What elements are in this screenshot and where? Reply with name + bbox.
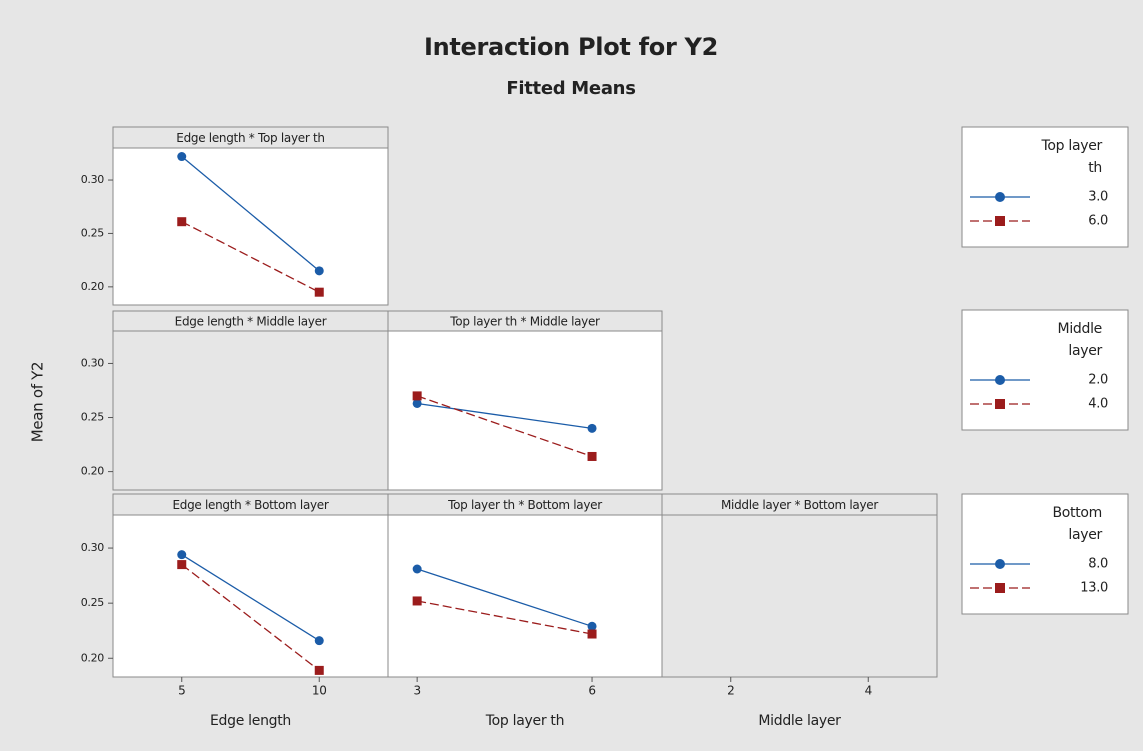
x-axis-label: Middle layer — [758, 713, 841, 729]
y-tick-label: 0.25 — [81, 596, 105, 609]
panel-area — [112, 330, 389, 491]
legend-title-box: Bottom layer — [1052, 505, 1102, 543]
series-line — [416, 395, 593, 458]
y-tick-label: 0.30 — [81, 356, 105, 369]
legend-marker — [995, 375, 1005, 385]
legend-label: 2.0 — [1088, 373, 1108, 388]
x-tick-label: 4 — [865, 684, 872, 698]
panel-area — [112, 147, 389, 306]
chart-title: Interaction Plot for Y2 — [424, 33, 718, 61]
point — [177, 152, 187, 162]
point — [412, 398, 422, 408]
point — [587, 621, 597, 631]
y-tick-label: 0.30 — [81, 541, 105, 554]
legend-label: 6.0 — [1088, 214, 1108, 229]
legend-title: Middle layer — [1057, 321, 1103, 359]
legend-marker — [995, 216, 1005, 226]
series-line — [181, 554, 320, 642]
series-line — [417, 402, 593, 429]
panel-title: Edge length * Top layer th — [176, 131, 324, 145]
legend-label: 8.0 — [1088, 557, 1108, 572]
y-tick-label: 0.25 — [81, 226, 105, 239]
legend-title-box: Middle layer — [1057, 321, 1103, 359]
panel-area — [112, 514, 389, 678]
panel-title: Middle layer * Bottom layer — [721, 498, 878, 512]
point — [412, 564, 422, 574]
series-line — [181, 564, 320, 671]
legend-title-box: Top layer th — [1041, 138, 1103, 176]
legend-marker — [995, 559, 1005, 569]
legend-marker — [995, 399, 1005, 409]
point — [587, 423, 597, 433]
legend-title: Top layer th — [1041, 138, 1103, 176]
legend-title: Bottom layer — [1052, 505, 1102, 543]
point — [177, 550, 187, 560]
x-axis-label: Top layer th — [485, 713, 564, 729]
series-line — [416, 568, 593, 627]
x-tick-label: 2 — [727, 684, 734, 698]
point — [314, 665, 324, 675]
point — [412, 596, 422, 606]
y-tick-label: 0.20 — [81, 465, 105, 478]
y-axis-label: Mean of Y2 — [29, 362, 47, 443]
x-tick-label: 6 — [588, 684, 595, 698]
panel-title: Edge length * Middle layer — [175, 315, 327, 329]
series-line — [417, 600, 593, 635]
y-tick-label: 0.20 — [81, 280, 105, 293]
panel-title: Top layer th * Middle layer — [449, 315, 600, 329]
panel-title: Top layer th * Bottom layer — [447, 498, 602, 512]
point — [587, 629, 597, 639]
legend-label: 3.0 — [1088, 190, 1108, 205]
x-tick-label: 5 — [178, 684, 185, 698]
point — [177, 217, 187, 227]
chart-subtitle: Fitted Means — [506, 78, 635, 99]
panel-title: Edge length * Bottom layer — [172, 498, 328, 512]
point — [314, 636, 324, 646]
panel-area — [661, 514, 938, 678]
series-line — [181, 156, 320, 272]
x-tick-label: 10 — [312, 684, 327, 698]
y-tick-label: 0.20 — [81, 651, 105, 664]
x-tick-label: 3 — [413, 684, 420, 698]
point — [314, 287, 324, 297]
x-axis-label: Edge length — [210, 713, 291, 729]
panel-area — [387, 330, 663, 491]
point — [314, 266, 324, 276]
legend-label: 4.0 — [1088, 397, 1108, 412]
legend-marker — [995, 583, 1005, 593]
legend-box — [961, 126, 1129, 248]
point — [177, 560, 187, 570]
legend-box — [961, 493, 1129, 615]
legend-label: 13.0 — [1080, 581, 1108, 596]
y-tick-label: 0.25 — [81, 411, 105, 424]
point — [587, 451, 597, 461]
legend-marker — [995, 192, 1005, 202]
point — [412, 391, 422, 401]
legend-box — [961, 309, 1129, 431]
panel-area — [387, 514, 663, 678]
y-tick-label: 0.30 — [81, 173, 105, 186]
